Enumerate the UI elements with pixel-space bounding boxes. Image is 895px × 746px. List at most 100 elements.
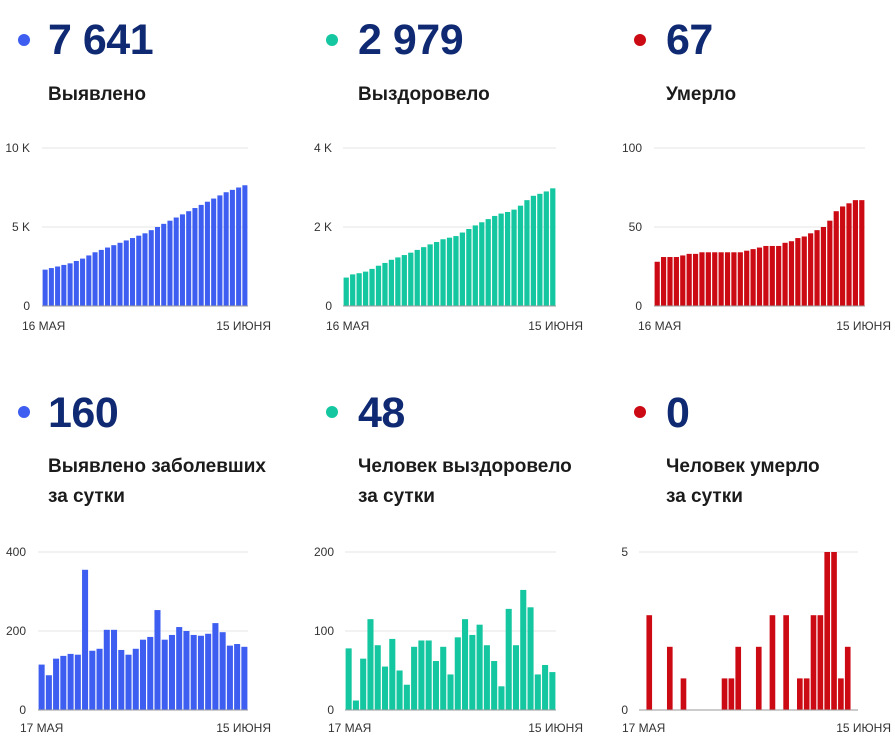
bar [511, 209, 517, 306]
bar [666, 646, 673, 710]
y-tick-label: 0 [23, 299, 30, 313]
bar [204, 201, 210, 306]
y-tick-label: 5 K [12, 220, 30, 234]
y-tick-label: 5 [621, 545, 628, 559]
bar [427, 244, 433, 306]
bar [139, 639, 147, 710]
bar [168, 634, 175, 710]
bar [395, 257, 401, 306]
bar [343, 277, 349, 306]
bar [820, 227, 827, 306]
daily-recovered-chart: 200 100 0 17 МАЯ 15 ИЮНЯ [314, 545, 583, 735]
bar [173, 217, 179, 306]
daily-recovered-label-line2: за сутки [358, 486, 435, 507]
y-tick-label: 10 K [5, 141, 30, 155]
bar [660, 257, 667, 306]
y-tick-label: 0 [635, 299, 642, 313]
died-label: Умерло [666, 80, 736, 110]
bar [73, 260, 79, 306]
bar [750, 249, 756, 306]
y-tick-label: 0 [19, 703, 26, 717]
bar [859, 200, 865, 306]
x-tick-label-end: 15 ИЮНЯ [528, 319, 583, 333]
bar [827, 220, 833, 306]
bar [154, 610, 161, 710]
bar [485, 219, 491, 306]
bar [92, 252, 98, 306]
y-tick-label: 200 [6, 624, 26, 638]
x-tick-label-start: 16 МАЯ [638, 319, 681, 333]
bar [154, 227, 160, 306]
bar [803, 678, 810, 710]
daily-died-label-line1: Человек умерло [666, 456, 820, 477]
bar [403, 684, 410, 710]
bar [48, 268, 54, 306]
bar [89, 650, 96, 710]
bar [512, 645, 520, 710]
bar [161, 639, 168, 710]
bar [118, 649, 125, 710]
bar [111, 245, 117, 306]
bar [728, 678, 735, 710]
bar [74, 654, 81, 710]
bar [234, 644, 241, 710]
legend-dot-detected [18, 34, 30, 46]
bar [242, 185, 248, 306]
bar [389, 638, 396, 710]
y-tick-label: 100 [314, 624, 334, 638]
bar [446, 237, 453, 306]
bar [369, 268, 375, 306]
bar [833, 211, 839, 306]
daily-detected-total: 160 [48, 389, 119, 437]
daily-recovered-label-line1: Человек выздоровело [358, 456, 572, 477]
detected-chart: 10 K 5 K 0 16 МАЯ 15 ИЮНЯ [5, 141, 271, 333]
bar [680, 255, 686, 306]
bar [782, 242, 788, 306]
bar [80, 258, 86, 306]
bar [814, 230, 820, 306]
bar [192, 208, 198, 306]
bar [483, 645, 490, 710]
bar [537, 193, 543, 306]
bar [179, 214, 185, 306]
bar [212, 623, 219, 710]
bar [542, 664, 549, 710]
bar [45, 675, 52, 710]
bar [492, 215, 498, 306]
bar [735, 646, 742, 710]
bar [367, 619, 374, 710]
legend-dot-died [634, 34, 646, 46]
bar [350, 274, 356, 306]
x-tick-label-end: 15 ИЮНЯ [216, 319, 271, 333]
bar [520, 589, 527, 710]
bar [60, 655, 67, 710]
daily-died-label-line2: за сутки [666, 486, 743, 507]
x-tick-label-end: 15 ИЮНЯ [836, 319, 891, 333]
bar [524, 200, 530, 306]
bar [421, 247, 427, 306]
bar [132, 648, 139, 710]
bar [440, 239, 446, 306]
bar [543, 191, 549, 306]
bar [817, 615, 824, 710]
bar [411, 646, 418, 710]
bar [223, 192, 229, 306]
bar [756, 247, 763, 306]
bar [453, 236, 459, 306]
bar [205, 633, 212, 710]
bar [472, 225, 478, 306]
bar [96, 648, 103, 710]
bar [183, 631, 190, 710]
bar [198, 204, 204, 306]
daily-detected-label: Выявлено заболевших за сутки [48, 452, 266, 512]
bar [469, 634, 476, 710]
bar [167, 220, 173, 306]
x-tick-label-start: 17 МАЯ [20, 721, 63, 735]
bar [852, 200, 858, 306]
bar [381, 666, 389, 710]
y-tick-label: 400 [6, 545, 26, 559]
bar [549, 672, 556, 710]
bar [61, 264, 67, 306]
recovered-label: Выздоровело [358, 80, 490, 110]
bar [211, 198, 217, 306]
